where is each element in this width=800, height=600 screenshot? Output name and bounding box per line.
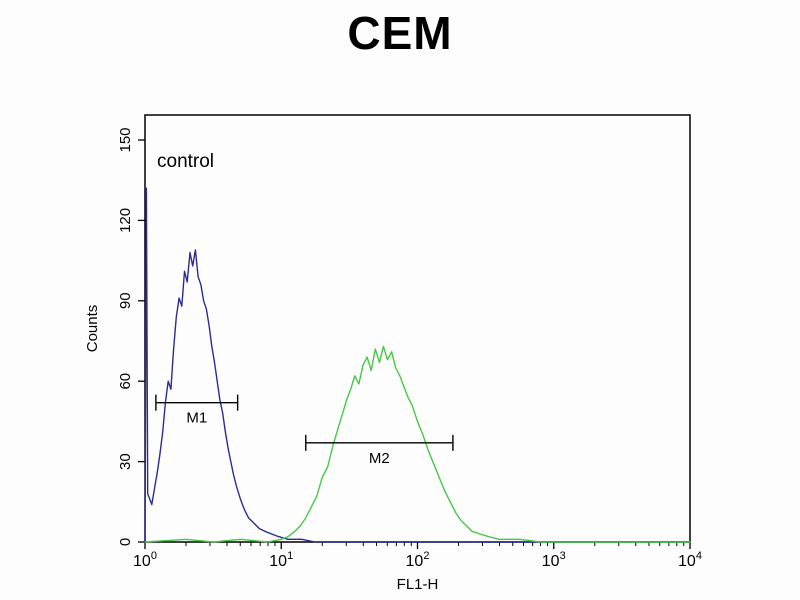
marker-M2: M2 [305, 434, 454, 467]
y-tick-label: 150 [117, 127, 134, 152]
x-tick-label: 103 [542, 550, 566, 570]
marker-label: M2 [369, 450, 390, 467]
y-tick-label: 30 [117, 453, 134, 470]
marker-label: M1 [186, 410, 207, 427]
x-tick-label: 102 [406, 550, 430, 570]
y-tick-label: 0 [117, 538, 134, 546]
x-tick-label: 101 [269, 550, 293, 570]
y-axis-label: Counts [84, 305, 101, 353]
x-axis-label: FL1-H [397, 576, 439, 593]
x-tick-label: 100 [133, 550, 157, 570]
chart-title: CEM [347, 7, 453, 59]
x-tick-label: 104 [678, 550, 702, 570]
y-axis: 0 30 60 90 120 150 [117, 127, 145, 546]
x-axis: 100 101 102 103 104 [133, 542, 702, 570]
y-tick-label: 60 [117, 373, 134, 390]
series-1 [144, 345, 691, 543]
y-tick-label: 90 [117, 292, 134, 309]
series-0 [144, 187, 691, 543]
marker-M1: M1 [155, 394, 239, 427]
y-tick-label: 120 [117, 208, 134, 233]
annotation-control: control [157, 151, 214, 172]
plot-frame [144, 114, 691, 543]
